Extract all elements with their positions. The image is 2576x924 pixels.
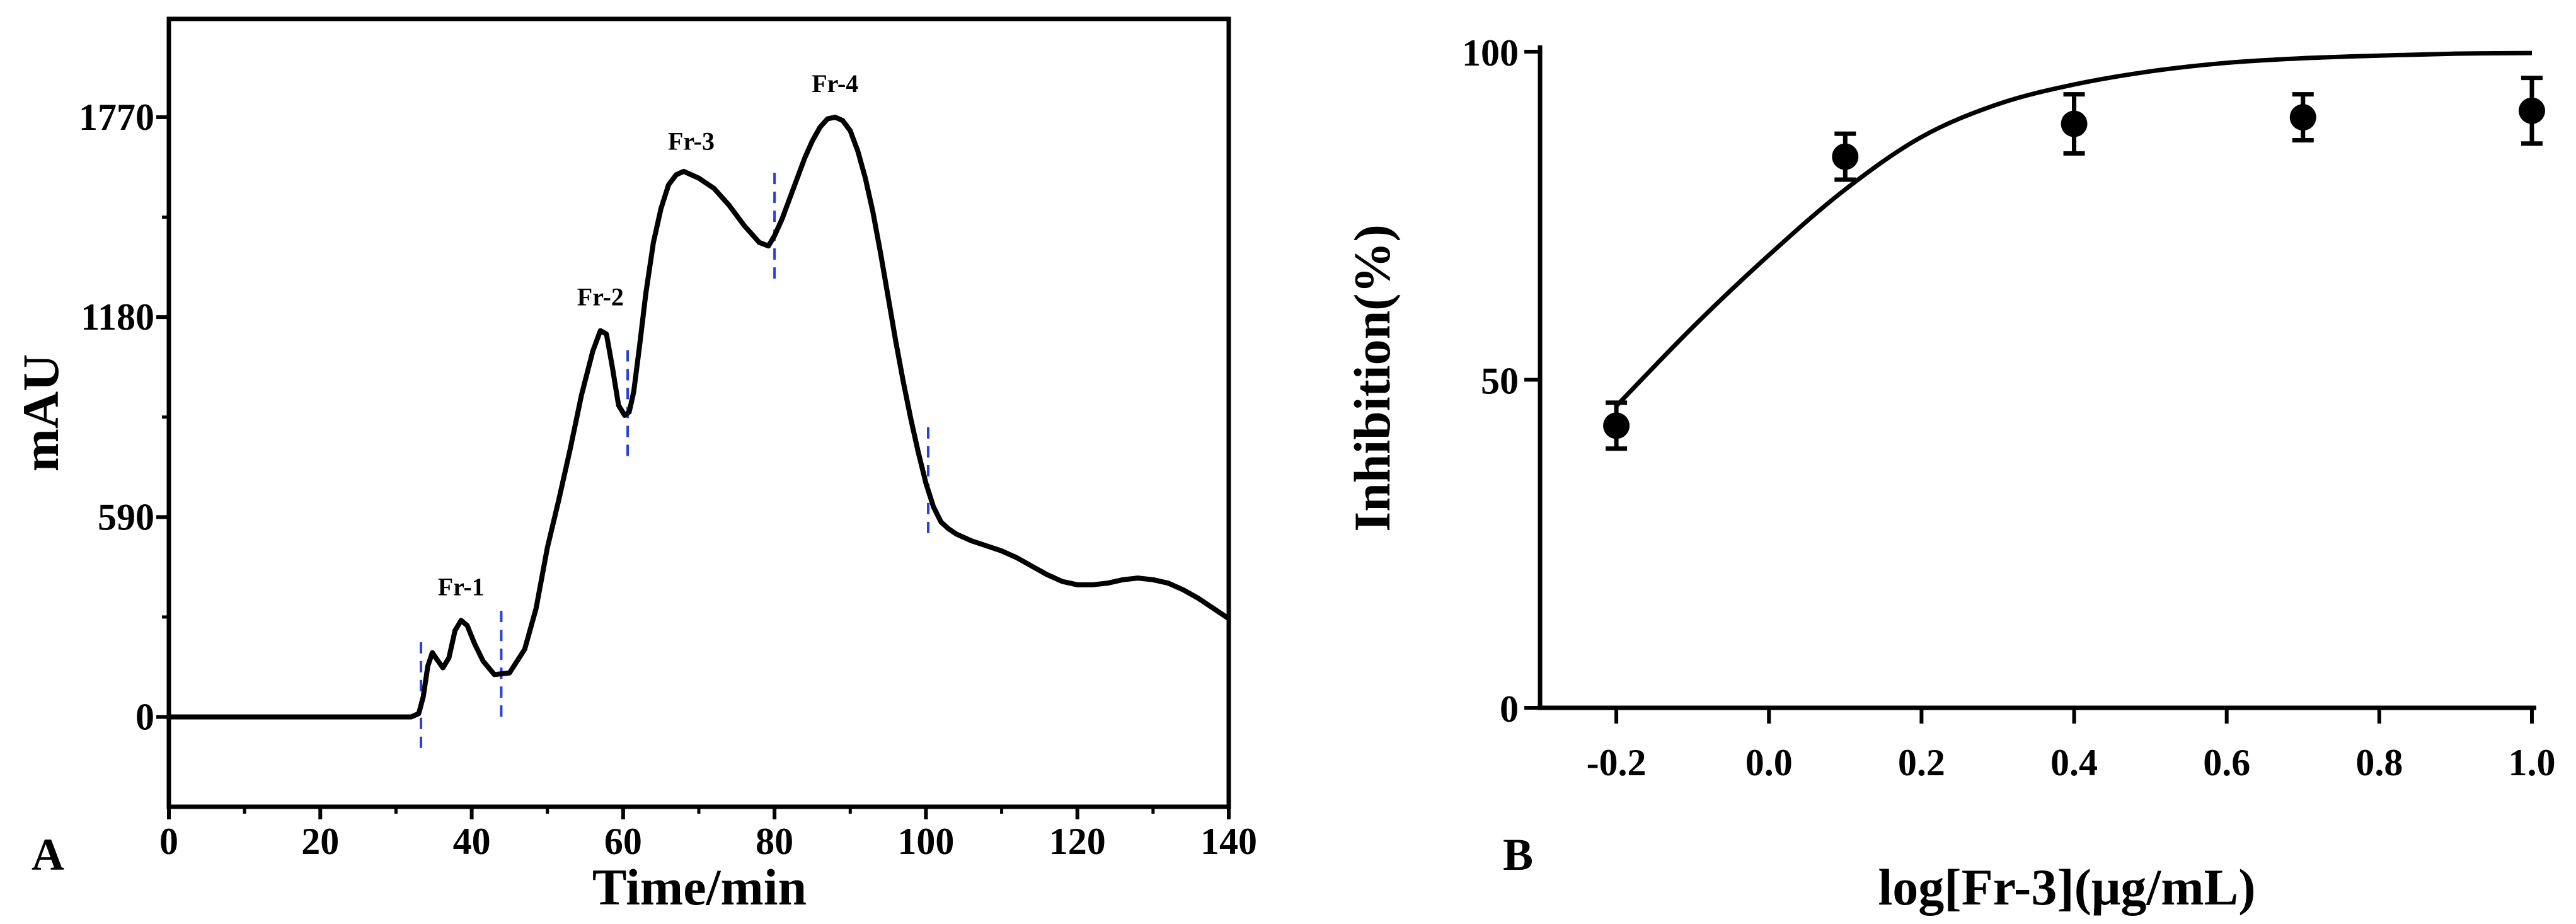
panel-b-data-points — [1603, 76, 2545, 451]
data-point — [1832, 143, 1859, 170]
b-y-tick-label: 100 — [1462, 32, 1519, 74]
panel-a-peak-labels: Fr-1 Fr-2 Fr-3 Fr-4 — [438, 69, 859, 601]
peak-label: Fr-2 — [577, 283, 624, 311]
panel-b-inhibition: -0.2 0.0 0.2 0.4 0.6 0.8 1.0 0 50 100 log[Fr-3](… — [1343, 32, 2556, 916]
panel-b-x-ticks: -0.2 0.0 0.2 0.4 0.6 0.8 1.0 — [1587, 708, 2556, 783]
a-y-tick-label: 1770 — [79, 96, 154, 138]
panel-b-x-axis-title: log[Fr-3](μg/mL) — [1878, 858, 2255, 916]
panel-a-absorbance-line — [169, 114, 1231, 720]
peak-label: Fr-4 — [812, 69, 858, 98]
a-x-tick-label: 80 — [756, 821, 793, 862]
panel-a-label: A — [32, 829, 64, 880]
panel-a-y-axis-title: mAU — [12, 354, 69, 472]
b-x-tick-label: 0.2 — [1898, 742, 1945, 783]
b-x-tick-label: 0.0 — [1745, 742, 1793, 783]
data-point — [2519, 97, 2545, 124]
panel-a-x-axis-title: Time/min — [592, 858, 807, 916]
a-x-tick-label: 40 — [453, 821, 491, 862]
peak-label: Fr-1 — [438, 572, 485, 601]
a-y-tick-label: 0 — [135, 696, 154, 738]
a-x-tick-label: 120 — [1049, 821, 1106, 862]
panel-b-label: B — [1503, 829, 1533, 880]
b-x-tick-label: 0.4 — [2050, 742, 2098, 783]
panel-b-y-ticks: 0 50 100 — [1462, 32, 1540, 730]
data-point — [2061, 110, 2088, 137]
a-x-tick-label: 140 — [1200, 821, 1257, 862]
a-x-tick-label: 20 — [301, 821, 339, 862]
panel-a-x-ticks: 0 20 40 60 80 100 120 140 — [159, 807, 1257, 862]
a-y-tick-label: 590 — [98, 496, 154, 538]
b-x-tick-label: -0.2 — [1587, 742, 1647, 783]
b-y-tick-label: 0 — [1500, 688, 1519, 730]
b-y-tick-label: 50 — [1481, 361, 1519, 402]
panel-a-chromatogram: 0 20 40 60 80 100 120 140 0 590 1180 1770 Fr-1 Fr-2… — [12, 16, 1257, 916]
data-point — [2289, 104, 2316, 131]
panel-b-fit-curve — [1614, 50, 2533, 408]
panel-b-y-axis-title: Inhibition(%) — [1343, 224, 1401, 532]
a-x-tick-label: 60 — [604, 821, 642, 862]
a-y-tick-label: 1180 — [81, 296, 154, 338]
b-x-tick-label: 0.6 — [2203, 742, 2250, 783]
a-x-tick-label: 100 — [897, 821, 954, 862]
b-x-tick-label: 1.0 — [2509, 742, 2556, 783]
a-x-tick-label: 0 — [159, 821, 178, 862]
panel-a-fraction-cuts — [420, 173, 930, 756]
panel-a-y-ticks: 0 590 1180 1770 — [79, 96, 169, 738]
data-point — [1603, 412, 1630, 439]
peak-label: Fr-3 — [668, 127, 715, 155]
b-x-tick-label: 0.8 — [2355, 742, 2403, 783]
